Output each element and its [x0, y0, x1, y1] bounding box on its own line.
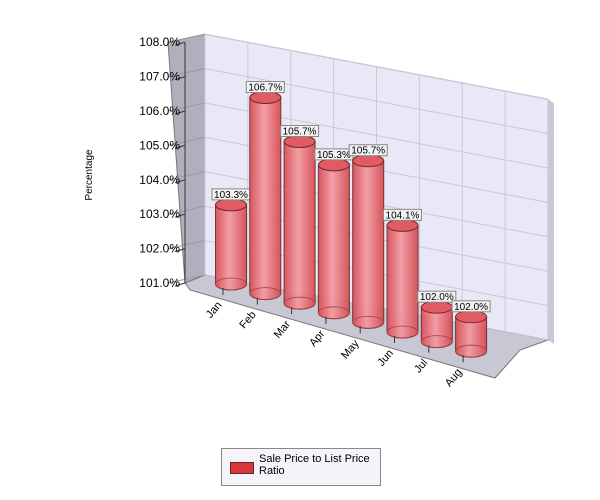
y-tick-label: 104.0%	[139, 173, 180, 187]
bar-cylinder	[317, 164, 350, 320]
bar-base	[317, 306, 350, 320]
bar-base	[283, 296, 316, 310]
data-label-box	[245, 81, 285, 94]
legend: Sale Price to List Price Ratio	[221, 448, 381, 486]
data-label: 103.3%	[214, 190, 248, 201]
bar-base	[386, 325, 419, 339]
bar-base	[215, 277, 247, 291]
bar-base	[420, 335, 453, 349]
y-tick-label: 102.0%	[139, 242, 180, 256]
data-label: 102.0%	[420, 292, 454, 303]
data-label-box	[451, 300, 491, 313]
y-tick	[174, 110, 186, 115]
side-gridline	[167, 171, 206, 181]
data-label-box	[417, 290, 457, 303]
bar-jul: 102.0%	[417, 290, 457, 349]
x-tick-label: Jan	[204, 299, 225, 320]
data-label-box	[383, 208, 422, 221]
y-tick	[174, 179, 186, 184]
side-gridline	[167, 274, 206, 284]
y-tick-label: 106.0%	[139, 104, 180, 118]
side-gridline	[167, 102, 206, 112]
side-gridline	[167, 136, 206, 146]
x-tick-label: Jul	[412, 357, 430, 375]
bar-base	[352, 315, 385, 329]
back-wall-edge	[548, 99, 554, 344]
y-tick-label: 101.0%	[139, 276, 180, 290]
x-tick-label: Jun	[375, 347, 396, 368]
side-gridline	[167, 240, 206, 250]
data-label: 105.7%	[283, 127, 317, 138]
x-tick-label: May	[339, 337, 362, 361]
bar-cylinder	[386, 224, 419, 339]
bar-cylinder	[283, 141, 316, 310]
y-tick	[174, 213, 186, 218]
bar-cylinder	[249, 97, 282, 301]
legend-swatch	[230, 462, 254, 474]
bar-feb: 106.7%	[245, 81, 285, 301]
side-gridline	[167, 68, 206, 78]
x-tick-label: Mar	[272, 318, 294, 340]
x-tick-label: Apr	[307, 328, 327, 349]
bar-aug: 102.0%	[451, 300, 491, 358]
y-tick	[174, 282, 186, 287]
bar-cylinder	[352, 160, 385, 329]
y-tick-label: 108.0%	[139, 35, 180, 49]
legend-label: Sale Price to List Price Ratio	[259, 453, 370, 477]
bar-may: 105.7%	[348, 144, 388, 329]
x-tick-label: Aug	[443, 367, 465, 390]
data-label: 104.1%	[386, 210, 420, 221]
y-tick	[174, 41, 186, 46]
bar-cylinder	[215, 204, 247, 291]
bar-mar: 105.7%	[280, 125, 320, 310]
bar-jun: 104.1%	[383, 208, 422, 339]
y-axis-label: Percentage	[84, 149, 95, 201]
data-label-box	[280, 125, 320, 138]
data-label: 105.3%	[317, 150, 351, 161]
data-label-box	[348, 144, 388, 157]
side-gridline	[167, 205, 206, 215]
side-gridline	[167, 33, 206, 43]
y-tick-label: 107.0%	[139, 70, 180, 84]
bar-apr: 105.3%	[314, 148, 354, 320]
y-tick	[174, 76, 186, 81]
bar-jan: 103.3%	[211, 188, 251, 291]
data-label: 106.7%	[248, 83, 282, 94]
y-tick	[174, 248, 186, 253]
data-label: 102.0%	[454, 302, 488, 313]
x-tick-label: Feb	[237, 309, 258, 331]
y-tick-label: 105.0%	[139, 138, 180, 152]
bar-base	[455, 344, 488, 358]
y-tick-label: 103.0%	[139, 207, 180, 221]
y-tick	[174, 144, 186, 149]
data-label: 105.7%	[351, 146, 385, 157]
bar-base	[249, 287, 282, 301]
